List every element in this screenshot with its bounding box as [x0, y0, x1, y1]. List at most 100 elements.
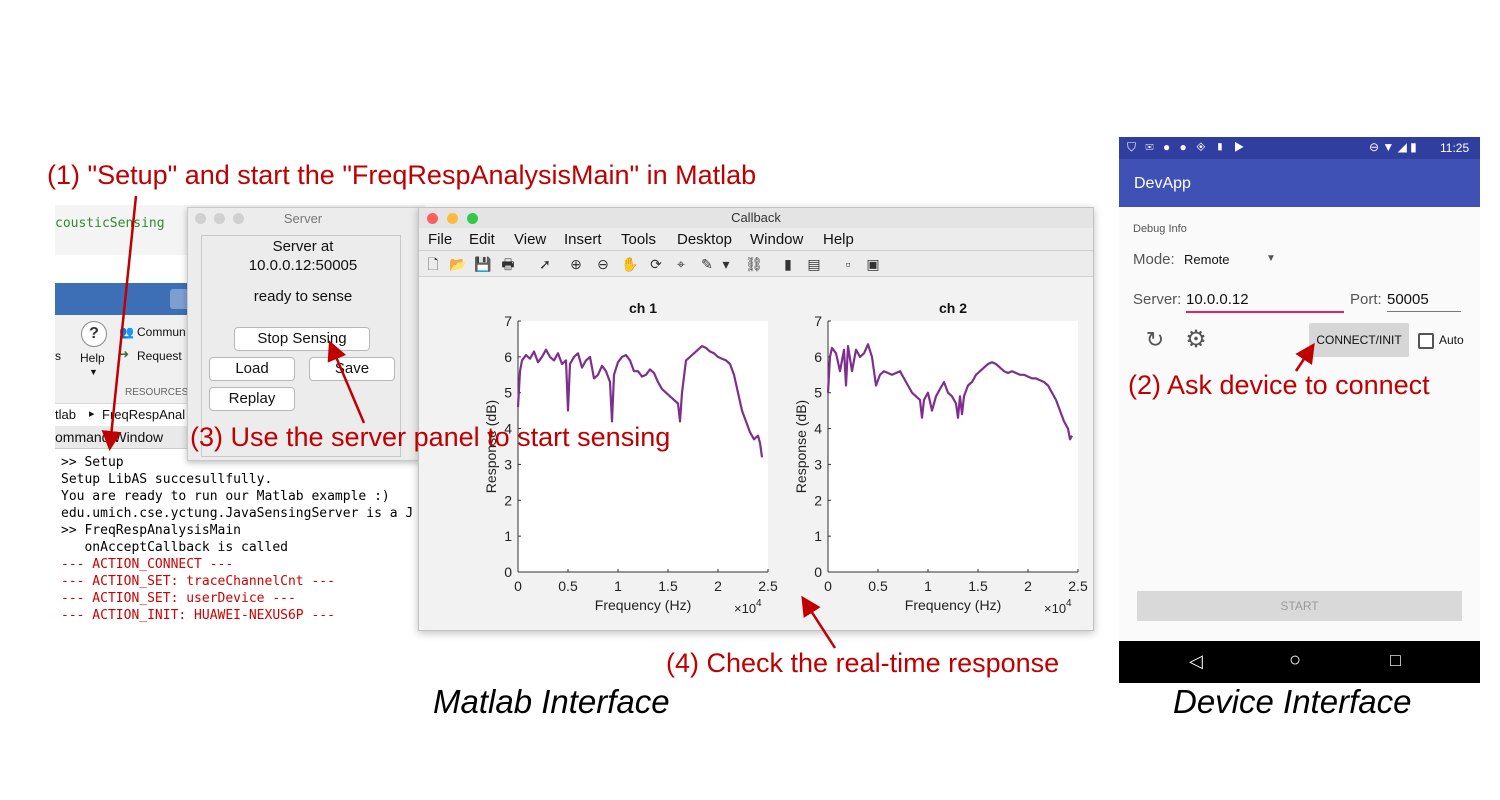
- x-tick-label: 1: [614, 578, 622, 594]
- pointer-icon[interactable]: ➚: [539, 256, 551, 272]
- port-input[interactable]: 50005: [1387, 291, 1461, 312]
- callback-title: Callback: [731, 210, 781, 225]
- load-button[interactable]: Load: [209, 357, 295, 381]
- command-line: onAcceptCallback is called: [61, 540, 288, 555]
- close-icon[interactable]: [427, 213, 438, 224]
- caption-device: Device Interface: [1173, 683, 1412, 720]
- community-button[interactable]: Commun: [137, 325, 186, 339]
- x-tick-label: 2.5: [758, 578, 778, 594]
- x-multiplier-exponent: 4: [1066, 598, 1072, 609]
- data-cursor-icon[interactable]: ⌖: [677, 256, 685, 272]
- path-folder[interactable]: FreqRespAnal: [102, 407, 186, 422]
- dropdown-arrow-icon[interactable]: ▼: [1266, 253, 1276, 264]
- server-window: Server Server at 10.0.0.12:50005 ready t…: [187, 207, 419, 461]
- dropdown-arrow-icon[interactable]: ▾: [722, 256, 730, 272]
- help-button[interactable]: Help: [80, 351, 105, 365]
- debug-info-label: Debug Info: [1133, 223, 1187, 235]
- y-tick-label: 7: [504, 313, 512, 329]
- chart-title: ch 1: [629, 300, 657, 316]
- y-axis-label: Response (dB): [793, 400, 809, 493]
- menu-help[interactable]: Help: [823, 231, 854, 248]
- toolstrip-s-label: s: [55, 349, 61, 363]
- menu-insert[interactable]: Insert: [564, 231, 602, 248]
- y-tick-label: 3: [504, 456, 512, 472]
- command-window-output[interactable]: >> Setup Setup LibAS succesullfully. You a…: [55, 450, 425, 633]
- minimize-icon[interactable]: [447, 213, 458, 224]
- link-icon[interactable]: ⛓: [745, 256, 763, 272]
- maximize-icon[interactable]: [467, 213, 478, 224]
- y-tick-label: 6: [814, 349, 822, 365]
- colorbar-icon[interactable]: ▮: [784, 256, 792, 272]
- app-title: DevApp: [1134, 175, 1191, 192]
- close-icon[interactable]: [195, 213, 206, 224]
- hide-tools-icon[interactable]: ▫: [845, 256, 851, 272]
- y-tick-label: 2: [814, 492, 822, 508]
- x-tick-label: 0.5: [868, 578, 888, 594]
- y-tick-label: 1: [814, 528, 822, 544]
- x-tick-label: 0.5: [558, 578, 578, 594]
- device-screen: ⛉ ✉ ● ● ◈ ▮ ▶ ⊖ ▼ ◢ ▮ 11:25 DevApp Debug…: [1119, 137, 1480, 683]
- annotation-step4: (4) Check the real-time response: [666, 648, 1060, 678]
- menu-edit[interactable]: Edit: [469, 231, 495, 248]
- request-support-button[interactable]: Request: [137, 349, 182, 363]
- x-axis-label: Frequency (Hz): [595, 597, 691, 613]
- menu-window[interactable]: Window: [750, 231, 804, 248]
- menu-tools[interactable]: Tools: [621, 231, 657, 248]
- rotate-icon[interactable]: ⟳: [650, 256, 662, 272]
- server-address: 10.0.0.12:50005: [248, 257, 358, 274]
- dock-icon[interactable]: ▣: [866, 256, 880, 272]
- minimize-icon[interactable]: [214, 213, 225, 224]
- help-icon[interactable]: ?: [81, 321, 107, 347]
- menu-view[interactable]: View: [514, 231, 547, 248]
- y-tick-label: 6: [504, 349, 512, 365]
- menu-desktop[interactable]: Desktop: [677, 231, 733, 248]
- save-button[interactable]: Save: [309, 357, 395, 381]
- connect-init-button[interactable]: CONNECT/INIT: [1309, 323, 1409, 357]
- pan-icon[interactable]: ✋: [621, 256, 639, 272]
- refresh-icon[interactable]: ↻: [1145, 327, 1165, 352]
- open-folder-icon[interactable]: 📂: [449, 256, 467, 272]
- zoom-in-icon[interactable]: ⊕: [570, 256, 582, 272]
- zoom-out-icon[interactable]: ⊖: [597, 256, 609, 272]
- back-icon[interactable]: ◁: [1189, 651, 1203, 671]
- mode-spinner[interactable]: Remote: [1184, 252, 1230, 267]
- request-icon: ➜: [119, 347, 130, 361]
- command-line: >> Setup: [61, 455, 124, 470]
- callback-titlebar: [419, 208, 1093, 228]
- path-root[interactable]: tlab: [55, 407, 76, 422]
- y-tick-label: 5: [814, 385, 822, 401]
- x-tick-label: 1: [924, 578, 932, 594]
- x-tick-label: 1.5: [968, 578, 988, 594]
- stop-sensing-button[interactable]: Stop Sensing: [234, 327, 370, 351]
- annotation-step2: (2) Ask device to connect: [1128, 370, 1430, 400]
- x-multiplier-label: ×10: [1044, 601, 1066, 616]
- y-tick-label: 1: [504, 528, 512, 544]
- home-icon[interactable]: ○: [1289, 649, 1302, 671]
- status-time: 11:25: [1440, 141, 1470, 155]
- y-tick-label: 0: [504, 564, 512, 580]
- x-multiplier-exponent: 4: [756, 598, 762, 609]
- print-icon[interactable]: 🖶: [501, 256, 515, 272]
- y-tick-label: 3: [814, 456, 822, 472]
- legend-icon[interactable]: ▤: [807, 256, 821, 272]
- y-tick-label: 4: [504, 421, 512, 437]
- signal-icons: ⊖ ▼ ◢ ▮: [1369, 140, 1417, 154]
- arrow-step4: [801, 595, 837, 649]
- caption-matlab: Matlab Interface: [433, 683, 670, 720]
- menu-file[interactable]: File: [428, 231, 453, 248]
- annotation-step3: (3) Use the server panel to start sensin…: [190, 422, 671, 452]
- start-button[interactable]: START: [1137, 591, 1462, 621]
- server-ip-input[interactable]: 10.0.0.12: [1186, 291, 1344, 313]
- help-dropdown-icon[interactable]: ▼: [89, 367, 98, 377]
- save-icon[interactable]: 💾: [474, 256, 492, 272]
- new-file-icon[interactable]: 🗋: [427, 256, 439, 272]
- server-label: Server:: [1133, 291, 1182, 308]
- replay-button[interactable]: Replay: [209, 387, 295, 411]
- settings-gear-icon[interactable]: ⚙: [1185, 326, 1207, 353]
- brush-icon[interactable]: ✎: [701, 256, 713, 272]
- auto-checkbox[interactable]: [1418, 333, 1434, 349]
- maximize-icon[interactable]: [233, 213, 244, 224]
- recents-icon[interactable]: □: [1390, 650, 1401, 670]
